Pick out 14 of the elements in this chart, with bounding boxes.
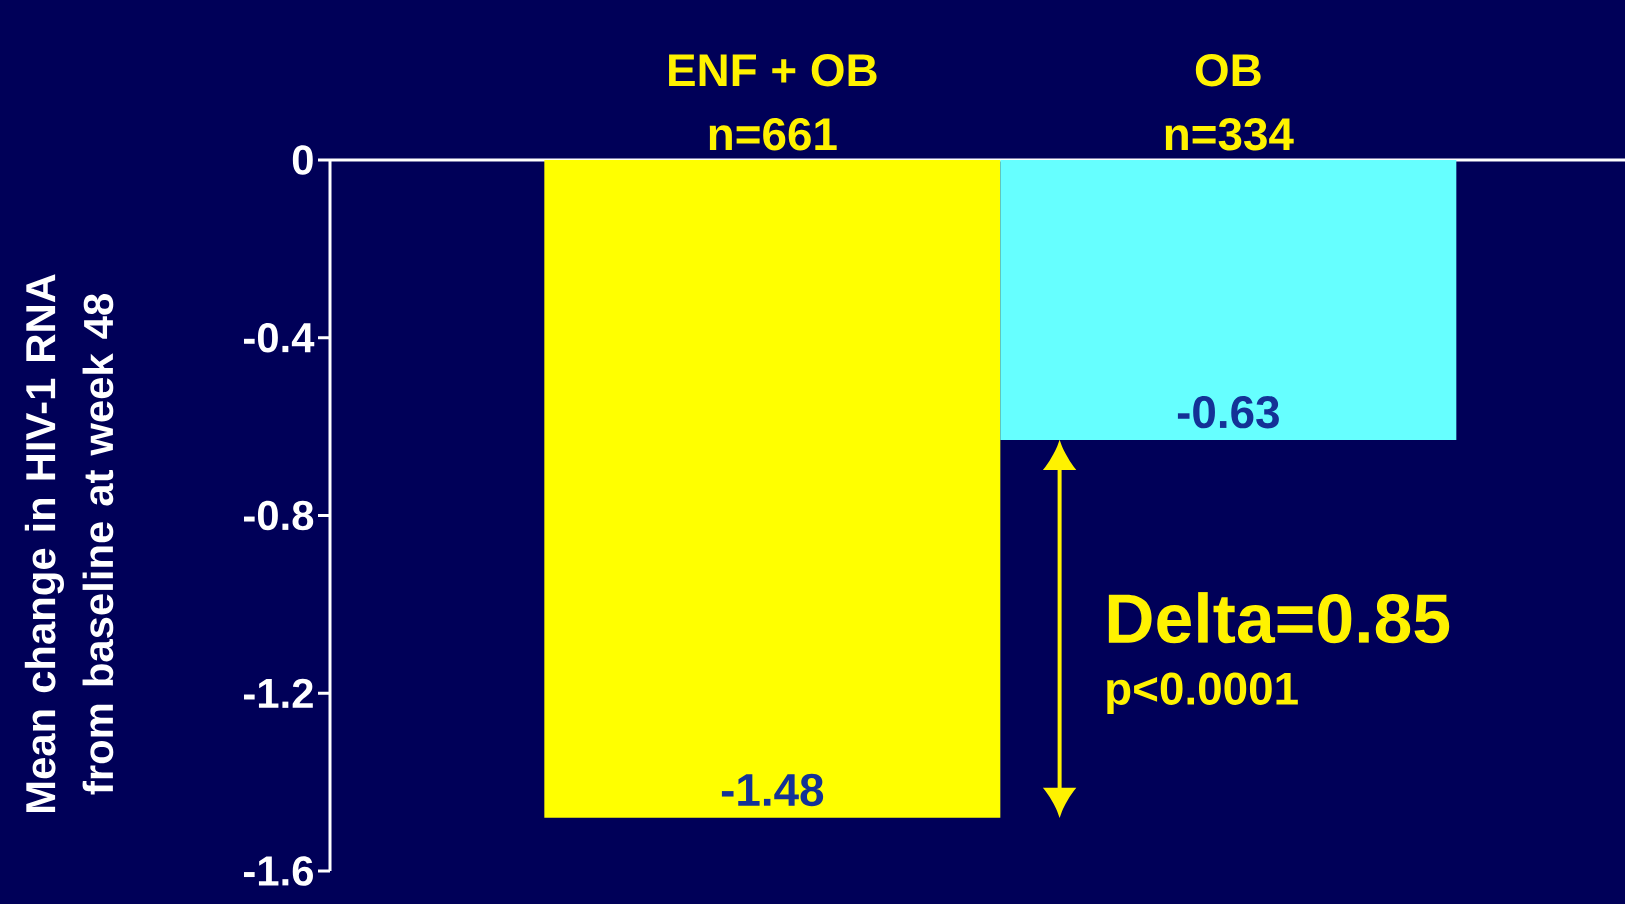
y-tick-label: -0.4 <box>244 322 315 353</box>
y-axis-title: Mean change in HIV-1 RNA from baseline at week 48 <box>24 274 114 812</box>
y-tick-label: -1.2 <box>244 678 313 708</box>
x-tick-label: OB <box>1195 54 1261 87</box>
text: n=334 <box>1165 117 1294 151</box>
annotation: p<0.0001 <box>1107 672 1298 715</box>
text: n=661 <box>709 118 837 151</box>
x-tick-label: ENF + OB <box>669 54 877 87</box>
y-tick-label: 0 <box>292 145 313 175</box>
y-tick-label: -0.8 <box>244 500 314 531</box>
annotation: Delta=0.85 <box>1108 592 1450 644</box>
data-label: -1.48 <box>721 773 824 807</box>
y-tick-label: -1.6 <box>244 856 313 886</box>
data-label: -0.63 <box>1177 395 1279 429</box>
